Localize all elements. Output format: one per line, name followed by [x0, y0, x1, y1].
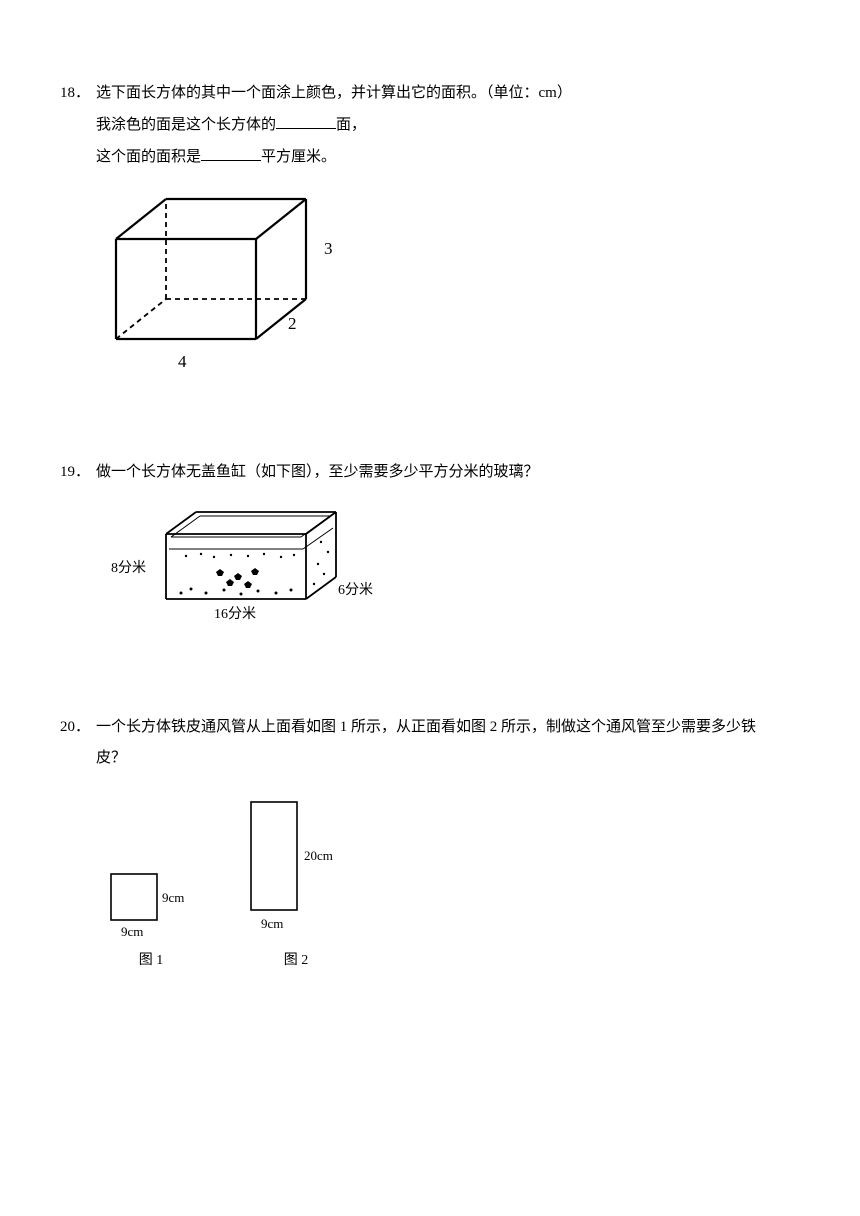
- problem-text-line1: 一个长方体铁皮通风管从上面看如图 1 所示，从正面看如图 2 所示，制做这个通风…: [96, 714, 800, 741]
- fig2-svg: 20cm 9cm: [236, 792, 356, 942]
- text-part: 平方厘米。: [261, 149, 336, 165]
- fig1-side: 9cm: [162, 890, 184, 905]
- problem-header: 18． 选下面长方体的其中一个面涂上颜色，并计算出它的面积。（单位：cm）: [60, 80, 800, 107]
- text-part: 面，: [336, 117, 366, 133]
- dim-width: 4: [178, 352, 187, 371]
- problem-text-line2: 皮？: [96, 750, 126, 766]
- problem-number: 18．: [60, 80, 96, 107]
- problem-number: 20．: [60, 714, 96, 741]
- figures-row: 9cm 9cm 图 1 20cm 9cm 图 2: [96, 792, 800, 973]
- blank-area[interactable]: [201, 143, 261, 161]
- dim-width: 16分米: [214, 606, 256, 622]
- problem-line-2: 我涂色的面是这个长方体的 面，: [96, 111, 800, 139]
- problem-text: 做一个长方体无盖鱼缸（如下图），至少需要多少平方分米的玻璃？: [96, 459, 800, 486]
- problem-header: 20． 一个长方体铁皮通风管从上面看如图 1 所示，从正面看如图 2 所示，制做…: [60, 714, 800, 741]
- problem-header: 19． 做一个长方体无盖鱼缸（如下图），至少需要多少平方分米的玻璃？: [60, 459, 800, 486]
- fish-tank-svg: 8分米 6分米 16分米: [96, 494, 396, 634]
- text-part: 我涂色的面是这个长方体的: [96, 117, 276, 133]
- figure-2: 20cm 9cm 图 2: [236, 792, 356, 973]
- fig2-side: 20cm: [304, 848, 333, 863]
- problem-20: 20． 一个长方体铁皮通风管从上面看如图 1 所示，从正面看如图 2 所示，制做…: [60, 714, 800, 973]
- problem-number: 19．: [60, 459, 96, 486]
- dim-depth: 6分米: [338, 582, 373, 598]
- fig2-bottom: 9cm: [261, 916, 283, 931]
- problem-text: 选下面长方体的其中一个面涂上颜色，并计算出它的面积。（单位：cm）: [96, 80, 800, 107]
- dim-height: 3: [324, 239, 333, 258]
- fish-tank-figure: 8分米 6分米 16分米: [96, 494, 800, 634]
- fig1-bottom: 9cm: [121, 924, 143, 939]
- fig1-svg: 9cm 9cm: [96, 852, 206, 942]
- blank-face[interactable]: [276, 111, 336, 129]
- fig2-label: 图 2: [236, 948, 356, 973]
- figure-1: 9cm 9cm 图 1: [96, 852, 206, 973]
- problem-line-3: 这个面的面积是 平方厘米。: [96, 143, 800, 171]
- dim-depth: 2: [288, 314, 297, 333]
- fig1-label: 图 1: [96, 948, 206, 973]
- text-part: 这个面的面积是: [96, 149, 201, 165]
- problem-line-2: 皮？: [96, 745, 800, 772]
- cuboid-figure: 3 2 4: [96, 179, 800, 379]
- cuboid-svg: 3 2 4: [96, 179, 356, 379]
- dim-height: 8分米: [111, 560, 146, 576]
- problem-19: 19． 做一个长方体无盖鱼缸（如下图），至少需要多少平方分米的玻璃？: [60, 459, 800, 634]
- problem-18: 18． 选下面长方体的其中一个面涂上颜色，并计算出它的面积。（单位：cm） 我涂…: [60, 80, 800, 379]
